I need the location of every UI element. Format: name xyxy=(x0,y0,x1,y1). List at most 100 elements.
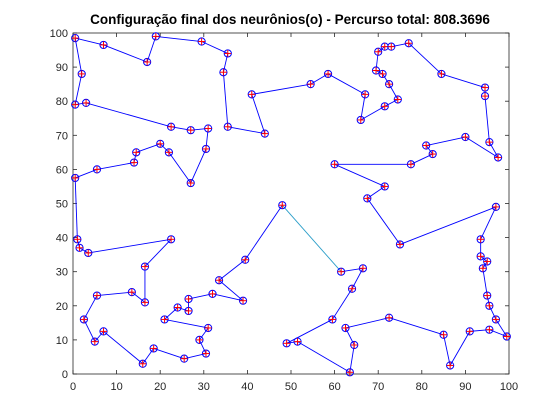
x-axis-ticks: 0 10 20 30 40 50 60 70 80 90 100 xyxy=(70,33,518,393)
neuron-circle xyxy=(84,248,93,258)
neuron-circle xyxy=(201,144,211,154)
route-segment xyxy=(103,44,148,63)
y-tick-label: 50 xyxy=(56,199,68,211)
neuron-circle xyxy=(293,337,302,346)
neuron-marker xyxy=(92,291,102,300)
neuron-marker xyxy=(184,294,193,304)
neuron-marker xyxy=(345,368,354,377)
neuron-marker xyxy=(143,57,152,67)
neuron-marker xyxy=(208,289,217,298)
neuron-marker xyxy=(380,102,389,111)
neuron-circle xyxy=(341,323,350,333)
neuron-circle xyxy=(476,235,485,244)
neuron-circle xyxy=(406,160,415,169)
neuron-markers xyxy=(71,32,511,377)
neuron-marker xyxy=(186,126,195,135)
neuron-marker xyxy=(502,332,511,341)
neuron-circle xyxy=(201,349,211,358)
neuron-circle xyxy=(204,323,213,333)
y-tick-label: 100 xyxy=(50,28,68,40)
neuron-circle xyxy=(260,129,269,138)
neuron-circle xyxy=(223,122,232,131)
route-segment xyxy=(377,46,386,53)
route-segment xyxy=(345,327,355,346)
neuron-marker xyxy=(358,264,368,273)
neuron-circle xyxy=(132,148,141,157)
neuron-marker xyxy=(180,354,189,363)
neuron-marker xyxy=(164,148,174,157)
neuron-circle xyxy=(378,69,387,79)
neuron-marker xyxy=(387,42,396,51)
neuron-marker xyxy=(406,160,415,169)
neuron-circle xyxy=(476,252,485,261)
x-tick-label: 20 xyxy=(154,381,166,393)
neuron-circle xyxy=(393,95,402,104)
y-tick-label: 90 xyxy=(56,62,68,74)
neuron-circle xyxy=(81,98,91,108)
route-segment xyxy=(360,94,366,121)
route-closing-segment xyxy=(281,204,342,272)
neuron-marker xyxy=(167,122,176,131)
neuron-marker xyxy=(132,148,141,157)
neuron-marker xyxy=(371,66,381,75)
route-segment xyxy=(218,279,244,302)
neuron-circle xyxy=(99,327,108,336)
route-segment xyxy=(212,293,244,302)
neuron-marker xyxy=(361,90,370,99)
neuron-circle xyxy=(129,158,139,167)
route-segment xyxy=(199,339,207,354)
route-segment xyxy=(153,347,185,360)
route-segment xyxy=(94,331,104,342)
neuron-circle xyxy=(282,339,291,348)
route-segment xyxy=(345,317,390,329)
neuron-marker xyxy=(306,80,315,89)
neuron-marker xyxy=(446,361,455,370)
neuron-marker xyxy=(485,325,494,334)
neuron-marker xyxy=(149,344,158,353)
neuron-circle xyxy=(140,262,150,271)
neuron-circle xyxy=(380,182,389,191)
y-tick-label: 60 xyxy=(56,164,68,176)
neuron-marker xyxy=(241,255,250,264)
neuron-circle xyxy=(151,32,160,41)
neuron-marker xyxy=(127,288,136,297)
neuron-circle xyxy=(127,288,136,297)
neuron-marker xyxy=(356,115,365,125)
route-segment xyxy=(484,96,490,143)
y-tick-label: 20 xyxy=(56,301,68,313)
neuron-marker xyxy=(75,243,84,252)
neuron-marker xyxy=(378,69,387,79)
neuron-marker xyxy=(156,139,165,148)
neuron-marker xyxy=(197,37,206,46)
neuron-circle xyxy=(347,284,357,293)
route-segment xyxy=(425,145,434,155)
neuron-circle xyxy=(428,149,437,159)
chart-title: Configuração final dos neurônios(o) - Pe… xyxy=(90,12,490,27)
neuron-circle xyxy=(214,276,224,285)
route-segment xyxy=(488,141,499,158)
neuron-circle xyxy=(350,340,359,350)
neuron-marker xyxy=(380,182,389,191)
neuron-circle xyxy=(223,49,232,58)
neuron-marker xyxy=(247,90,256,99)
neuron-marker xyxy=(90,337,99,346)
neuron-circle xyxy=(385,313,394,322)
neuron-marker xyxy=(491,315,501,324)
neuron-circle xyxy=(480,83,490,92)
neuron-circle xyxy=(502,332,511,341)
neuron-circle xyxy=(465,327,474,336)
neuron-circle xyxy=(485,301,494,310)
y-tick-label: 0 xyxy=(62,369,68,381)
neuron-marker xyxy=(347,284,357,293)
route-segment xyxy=(297,341,351,373)
neuron-circle xyxy=(278,201,287,210)
neuron-circle xyxy=(358,264,368,273)
neuron-marker xyxy=(439,330,448,339)
neuron-marker xyxy=(151,32,160,41)
neuron-marker xyxy=(204,323,213,333)
neuron-marker xyxy=(238,296,248,305)
neuron-marker xyxy=(71,34,80,43)
neuron-marker xyxy=(167,235,176,244)
neuron-marker xyxy=(483,257,492,266)
neuron-circle xyxy=(374,47,383,56)
